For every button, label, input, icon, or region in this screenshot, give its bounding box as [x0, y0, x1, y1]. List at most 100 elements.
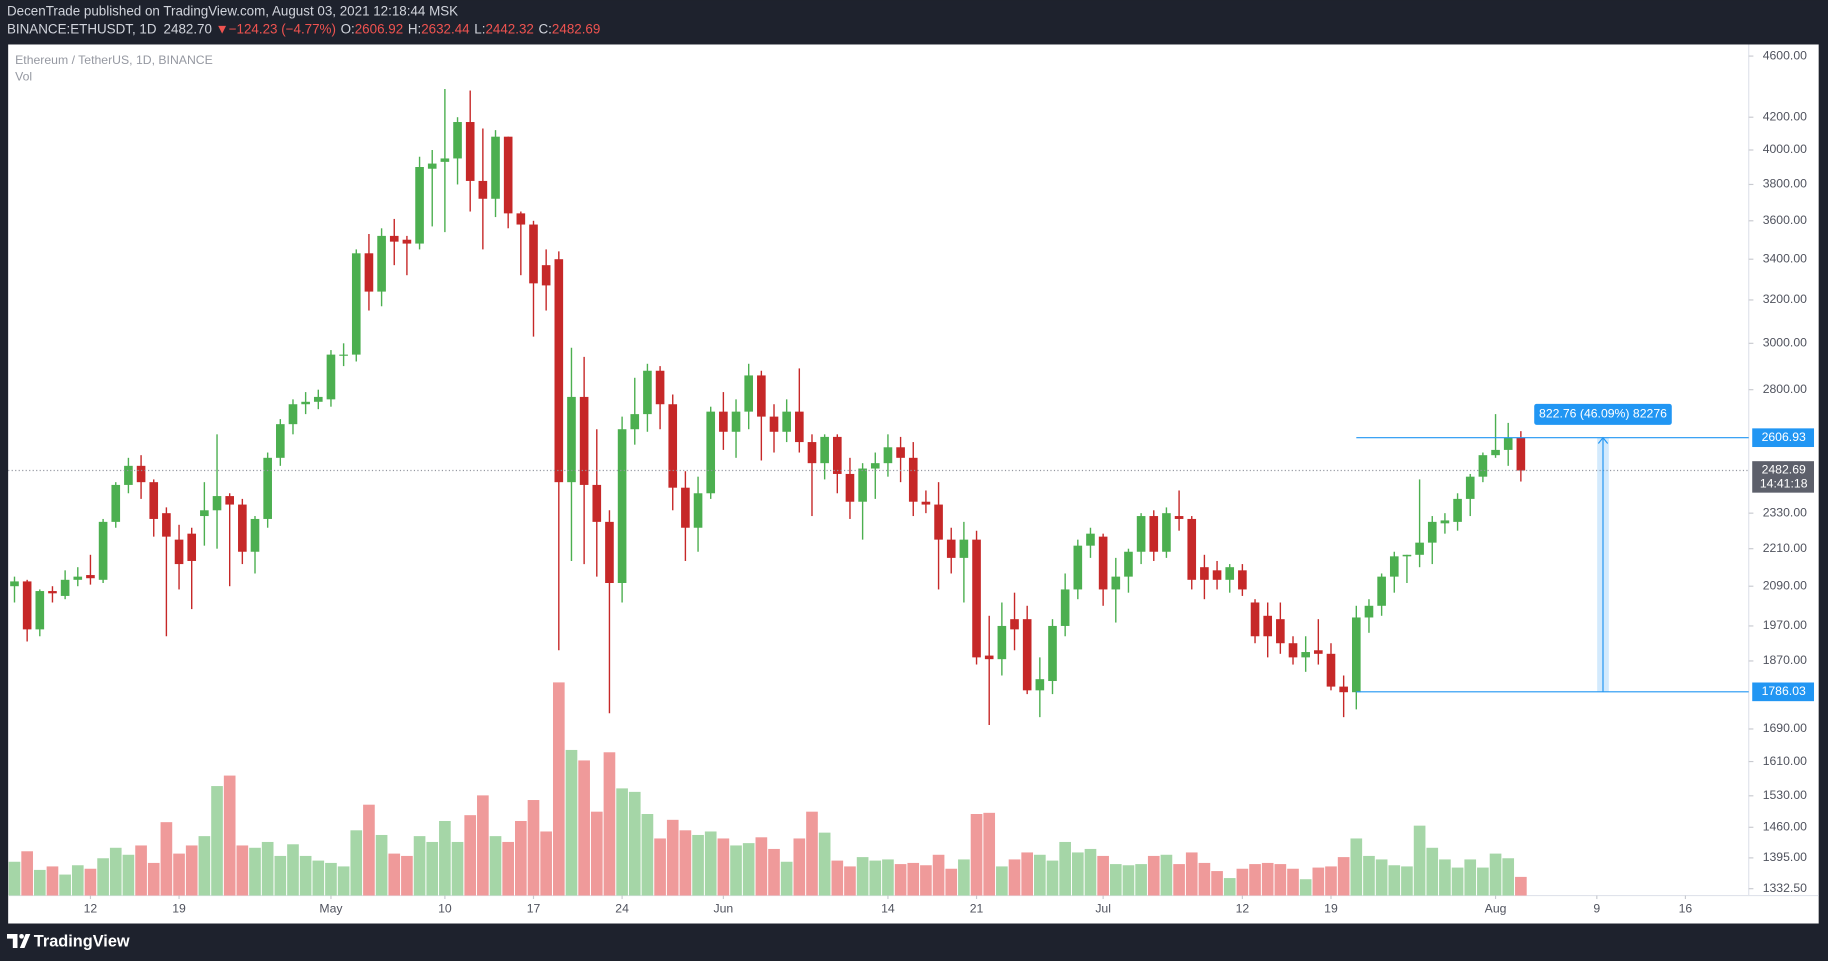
volume-bar [1109, 864, 1122, 896]
volume-bar [299, 855, 312, 896]
x-tick-label: 19 [172, 902, 186, 916]
candle-body [541, 265, 551, 286]
volume-bar [363, 804, 375, 896]
volume-bar [793, 838, 806, 896]
y-tick-label: 1395.00 [1763, 850, 1807, 864]
candle-body [1415, 542, 1424, 555]
volume-bar [1059, 841, 1071, 896]
volume-bar [1198, 862, 1211, 896]
candle-body [48, 591, 57, 594]
volume-bar [502, 841, 515, 896]
candle-layer [10, 89, 1526, 726]
volume-bar [173, 853, 185, 896]
volume-bar [730, 845, 742, 896]
candle-body [22, 581, 32, 630]
volume-bar [1502, 858, 1515, 896]
candle-body [1453, 498, 1462, 522]
volume-bar [147, 862, 160, 896]
x-tick-label: 9 [1593, 902, 1600, 916]
candle-body [1288, 643, 1298, 658]
candle-body [807, 442, 817, 464]
candle-body [351, 253, 361, 355]
candle-body [162, 513, 171, 537]
candle-body [111, 484, 121, 522]
candle-body [1060, 589, 1070, 626]
overlay-layer: 4600.00 4200.00 4000.00 3800.00 3600.00 3400.… [8, 48, 1815, 916]
candle-body [858, 468, 867, 502]
volume-bar [350, 830, 363, 896]
candle-body [1351, 617, 1361, 693]
volume-bar [1375, 859, 1388, 896]
volume-bar [920, 865, 932, 896]
volume-bar [717, 838, 730, 896]
candle-body [643, 370, 652, 415]
volume-bar [439, 820, 451, 896]
y-tick-label: 2090.00 [1763, 578, 1807, 592]
candle-body [200, 510, 209, 517]
candle-body [415, 167, 424, 244]
candle-body [769, 416, 779, 432]
volume-bar [932, 854, 945, 896]
candle-body [478, 180, 488, 199]
y-tick-label: 2210.00 [1763, 541, 1807, 555]
y-tick-label: 1870.00 [1763, 653, 1807, 667]
volume-bar [768, 848, 780, 896]
logo-icon [6, 934, 31, 948]
x-tick-label: Jul [1095, 902, 1111, 916]
volume-bar [1097, 855, 1109, 896]
candle-body [1263, 615, 1273, 637]
volume-bar [1084, 848, 1097, 896]
candle-body [98, 521, 108, 580]
candle-body [136, 465, 146, 483]
volume-bar [1071, 852, 1084, 896]
volume-bar [970, 814, 983, 896]
x-tick-label: 12 [1236, 902, 1250, 916]
candle-body [946, 539, 956, 558]
candle-body [238, 504, 247, 552]
candle-body [1187, 518, 1197, 580]
volume-bar [527, 800, 540, 896]
volume-layer [8, 682, 1527, 896]
volume-bar [1046, 860, 1059, 896]
volume-bar [856, 857, 869, 896]
candle-body [453, 122, 462, 159]
candle-body [1111, 576, 1121, 590]
volume-bar [540, 831, 552, 896]
candle-body [984, 655, 994, 660]
y-tick-label: 3600.00 [1763, 213, 1807, 227]
y-tick-label: 2800.00 [1763, 382, 1807, 396]
x-tick-label: Jun [714, 902, 734, 916]
volume-bar [755, 837, 768, 896]
volume-bar [1008, 859, 1021, 896]
candle-body [491, 136, 500, 199]
candle-body [1136, 516, 1146, 552]
volume-bar [1426, 847, 1439, 896]
volume-bar [71, 865, 84, 896]
candle-body [1364, 605, 1374, 618]
volume-bar [704, 831, 717, 896]
candle-body [364, 253, 374, 292]
candle-body [1465, 476, 1475, 499]
measure-price-label: 1786.03 [1762, 684, 1806, 698]
candle-body [832, 436, 842, 474]
volume-bar [578, 760, 590, 896]
volume-bar [1274, 864, 1287, 896]
volume-bar [1147, 855, 1160, 896]
candle-body [187, 533, 197, 561]
symbol: BINANCE:ETHUSDT, 1D [7, 21, 157, 36]
h: 2632.44 [421, 21, 470, 36]
publisher: DecenTrade published on TradingView.com,… [7, 3, 458, 18]
candle-body [1503, 437, 1513, 450]
volume-bar [1173, 864, 1185, 896]
arrow: ▼ [215, 21, 228, 36]
volume-label: Vol [15, 69, 32, 83]
candle-body [1238, 570, 1247, 590]
c: 2482.69 [552, 21, 600, 36]
change: −124.23 (−4.77%) [229, 21, 336, 36]
volume-bar [1464, 859, 1477, 896]
candle-body [1301, 652, 1310, 658]
volume-bar [1034, 854, 1046, 896]
candle-body [668, 404, 678, 488]
y-tick-label: 3400.00 [1763, 251, 1807, 265]
